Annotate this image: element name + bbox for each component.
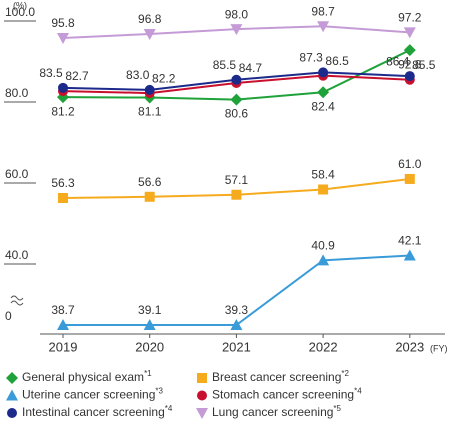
data-label: 87.3 (299, 51, 323, 65)
marker (318, 67, 329, 78)
marker (230, 93, 243, 106)
marker (58, 82, 68, 93)
legend-label: Lung cancer screening*5 (212, 404, 342, 419)
legend-label: General physical exam*1 (22, 369, 152, 384)
legend-note: *1 (144, 369, 152, 378)
x-tick-label: 2021 (222, 339, 251, 354)
legend-name: General physical exam (22, 370, 144, 384)
marker (231, 189, 242, 200)
legend-marker (196, 408, 208, 419)
legend-note: *4 (354, 387, 362, 396)
legend-name: Breast cancer screening (212, 370, 341, 384)
data-label: 61.0 (398, 157, 422, 171)
legend-label: Intestinal cancer screening*4 (22, 404, 173, 419)
marker (403, 249, 416, 261)
marker (318, 184, 329, 195)
data-label: 85.5 (412, 58, 436, 72)
legend-marker (197, 390, 207, 401)
x-tick-label: 2023 (395, 339, 424, 354)
y-unit: (%) (13, 0, 27, 10)
data-label: 98.7 (311, 4, 335, 18)
marker (230, 24, 243, 36)
legend-note: *5 (333, 404, 341, 413)
y-tick-label: 100.0 (5, 5, 35, 19)
legend-name: Uterine cancer screening (22, 388, 155, 402)
data-label: 56.6 (138, 175, 162, 189)
marker (317, 254, 330, 266)
legend-marker (6, 389, 18, 401)
data-label: 83.0 (126, 68, 150, 82)
marker (143, 319, 156, 330)
data-label: 56.3 (51, 176, 75, 190)
data-label: 92.8 (398, 57, 422, 71)
data-label: 42.1 (398, 234, 422, 248)
data-label: 39.3 (225, 303, 249, 317)
legend-note: *4 (165, 404, 173, 413)
data-label: 85.5 (213, 58, 237, 72)
marker (231, 74, 242, 85)
data-label: 84.7 (239, 61, 263, 75)
y-tick-label: 60.0 (5, 167, 29, 181)
data-label: 81.2 (51, 104, 75, 118)
marker (143, 28, 156, 40)
data-label: 86.4 (386, 54, 410, 68)
data-label: 40.9 (311, 239, 335, 253)
marker (404, 71, 415, 82)
x-tick-label: 2019 (49, 339, 78, 354)
data-label: 57.1 (225, 173, 249, 187)
marker (317, 86, 330, 99)
x-tick-label: 2020 (135, 339, 164, 354)
marker (144, 84, 155, 95)
axis-break (10, 295, 24, 306)
data-label: 95.8 (51, 16, 75, 30)
data-label: 98.0 (225, 7, 249, 21)
y-tick-label: 40.0 (5, 248, 29, 262)
data-label: 39.1 (138, 303, 162, 317)
data-label: 80.6 (225, 107, 249, 121)
legend-label: Breast cancer screening*2 (212, 369, 350, 384)
x-unit: (FY) (430, 343, 448, 353)
data-label: 82.2 (152, 71, 176, 85)
marker (58, 192, 68, 203)
x-tick-label: 2022 (309, 339, 338, 354)
data-label: 86.5 (325, 54, 349, 68)
legend-marker (7, 408, 17, 418)
data-label: 81.1 (138, 105, 162, 119)
legend-label: Uterine cancer screening*3 (22, 387, 164, 402)
data-label: 82.4 (311, 99, 335, 113)
marker (403, 27, 416, 39)
y-tick-label: 80.0 (5, 86, 29, 100)
legend-marker (6, 372, 18, 384)
y-tick-label: 0 (5, 309, 12, 323)
legend-name: Stomach cancer screening (212, 388, 354, 402)
legend-name: Intestinal cancer screening (22, 405, 165, 419)
legend-label: Stomach cancer screening*4 (212, 387, 362, 402)
data-label: 97.2 (398, 11, 422, 25)
legend-marker (197, 373, 207, 383)
data-label: 38.7 (51, 303, 75, 317)
marker (230, 319, 243, 330)
data-label: 96.8 (138, 12, 162, 26)
data-label: 58.4 (311, 168, 335, 182)
marker (317, 21, 330, 33)
legend-name: Lung cancer screening (212, 405, 333, 419)
marker (404, 173, 415, 184)
marker (57, 33, 69, 45)
marker (403, 44, 416, 57)
legend-note: *3 (155, 387, 163, 396)
marker (57, 319, 69, 330)
marker (144, 191, 155, 202)
legend-note: *2 (341, 369, 349, 378)
data-label: 82.7 (65, 69, 89, 83)
data-label: 83.5 (39, 66, 63, 80)
